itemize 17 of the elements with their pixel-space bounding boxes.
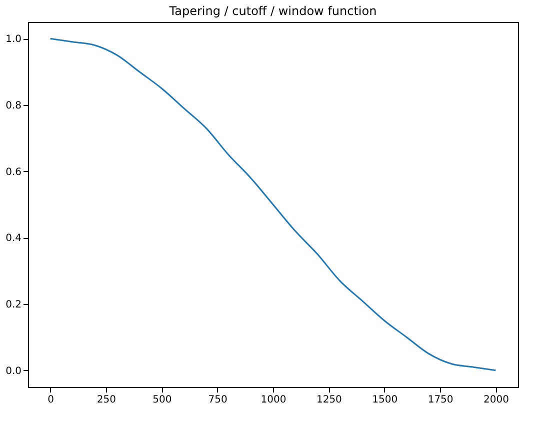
x-tick-label: 1000: [260, 394, 286, 406]
x-tick-label: 250: [96, 394, 116, 406]
y-tick-label: 0.4: [6, 233, 22, 244]
line-series: [50, 38, 496, 372]
chart-title: Tapering / cutoff / window function: [168, 4, 377, 18]
y-tick-label: 0.0: [6, 366, 22, 377]
x-tick-label: 750: [208, 394, 228, 406]
y-tick-label: 0.8: [6, 100, 22, 112]
y-tick-label: 0.2: [6, 300, 22, 311]
x-tick-label: 2000: [484, 394, 509, 406]
x-tick-label: 1250: [316, 394, 342, 406]
x-tick-label: 500: [152, 394, 172, 406]
x-tick-label: 1750: [428, 394, 454, 406]
y-tick-label: 0.6: [6, 166, 22, 178]
y-tick-label: 1.0: [6, 34, 22, 46]
x-tick-label: 1500: [372, 394, 398, 406]
x-tick-label: 0: [48, 394, 54, 406]
